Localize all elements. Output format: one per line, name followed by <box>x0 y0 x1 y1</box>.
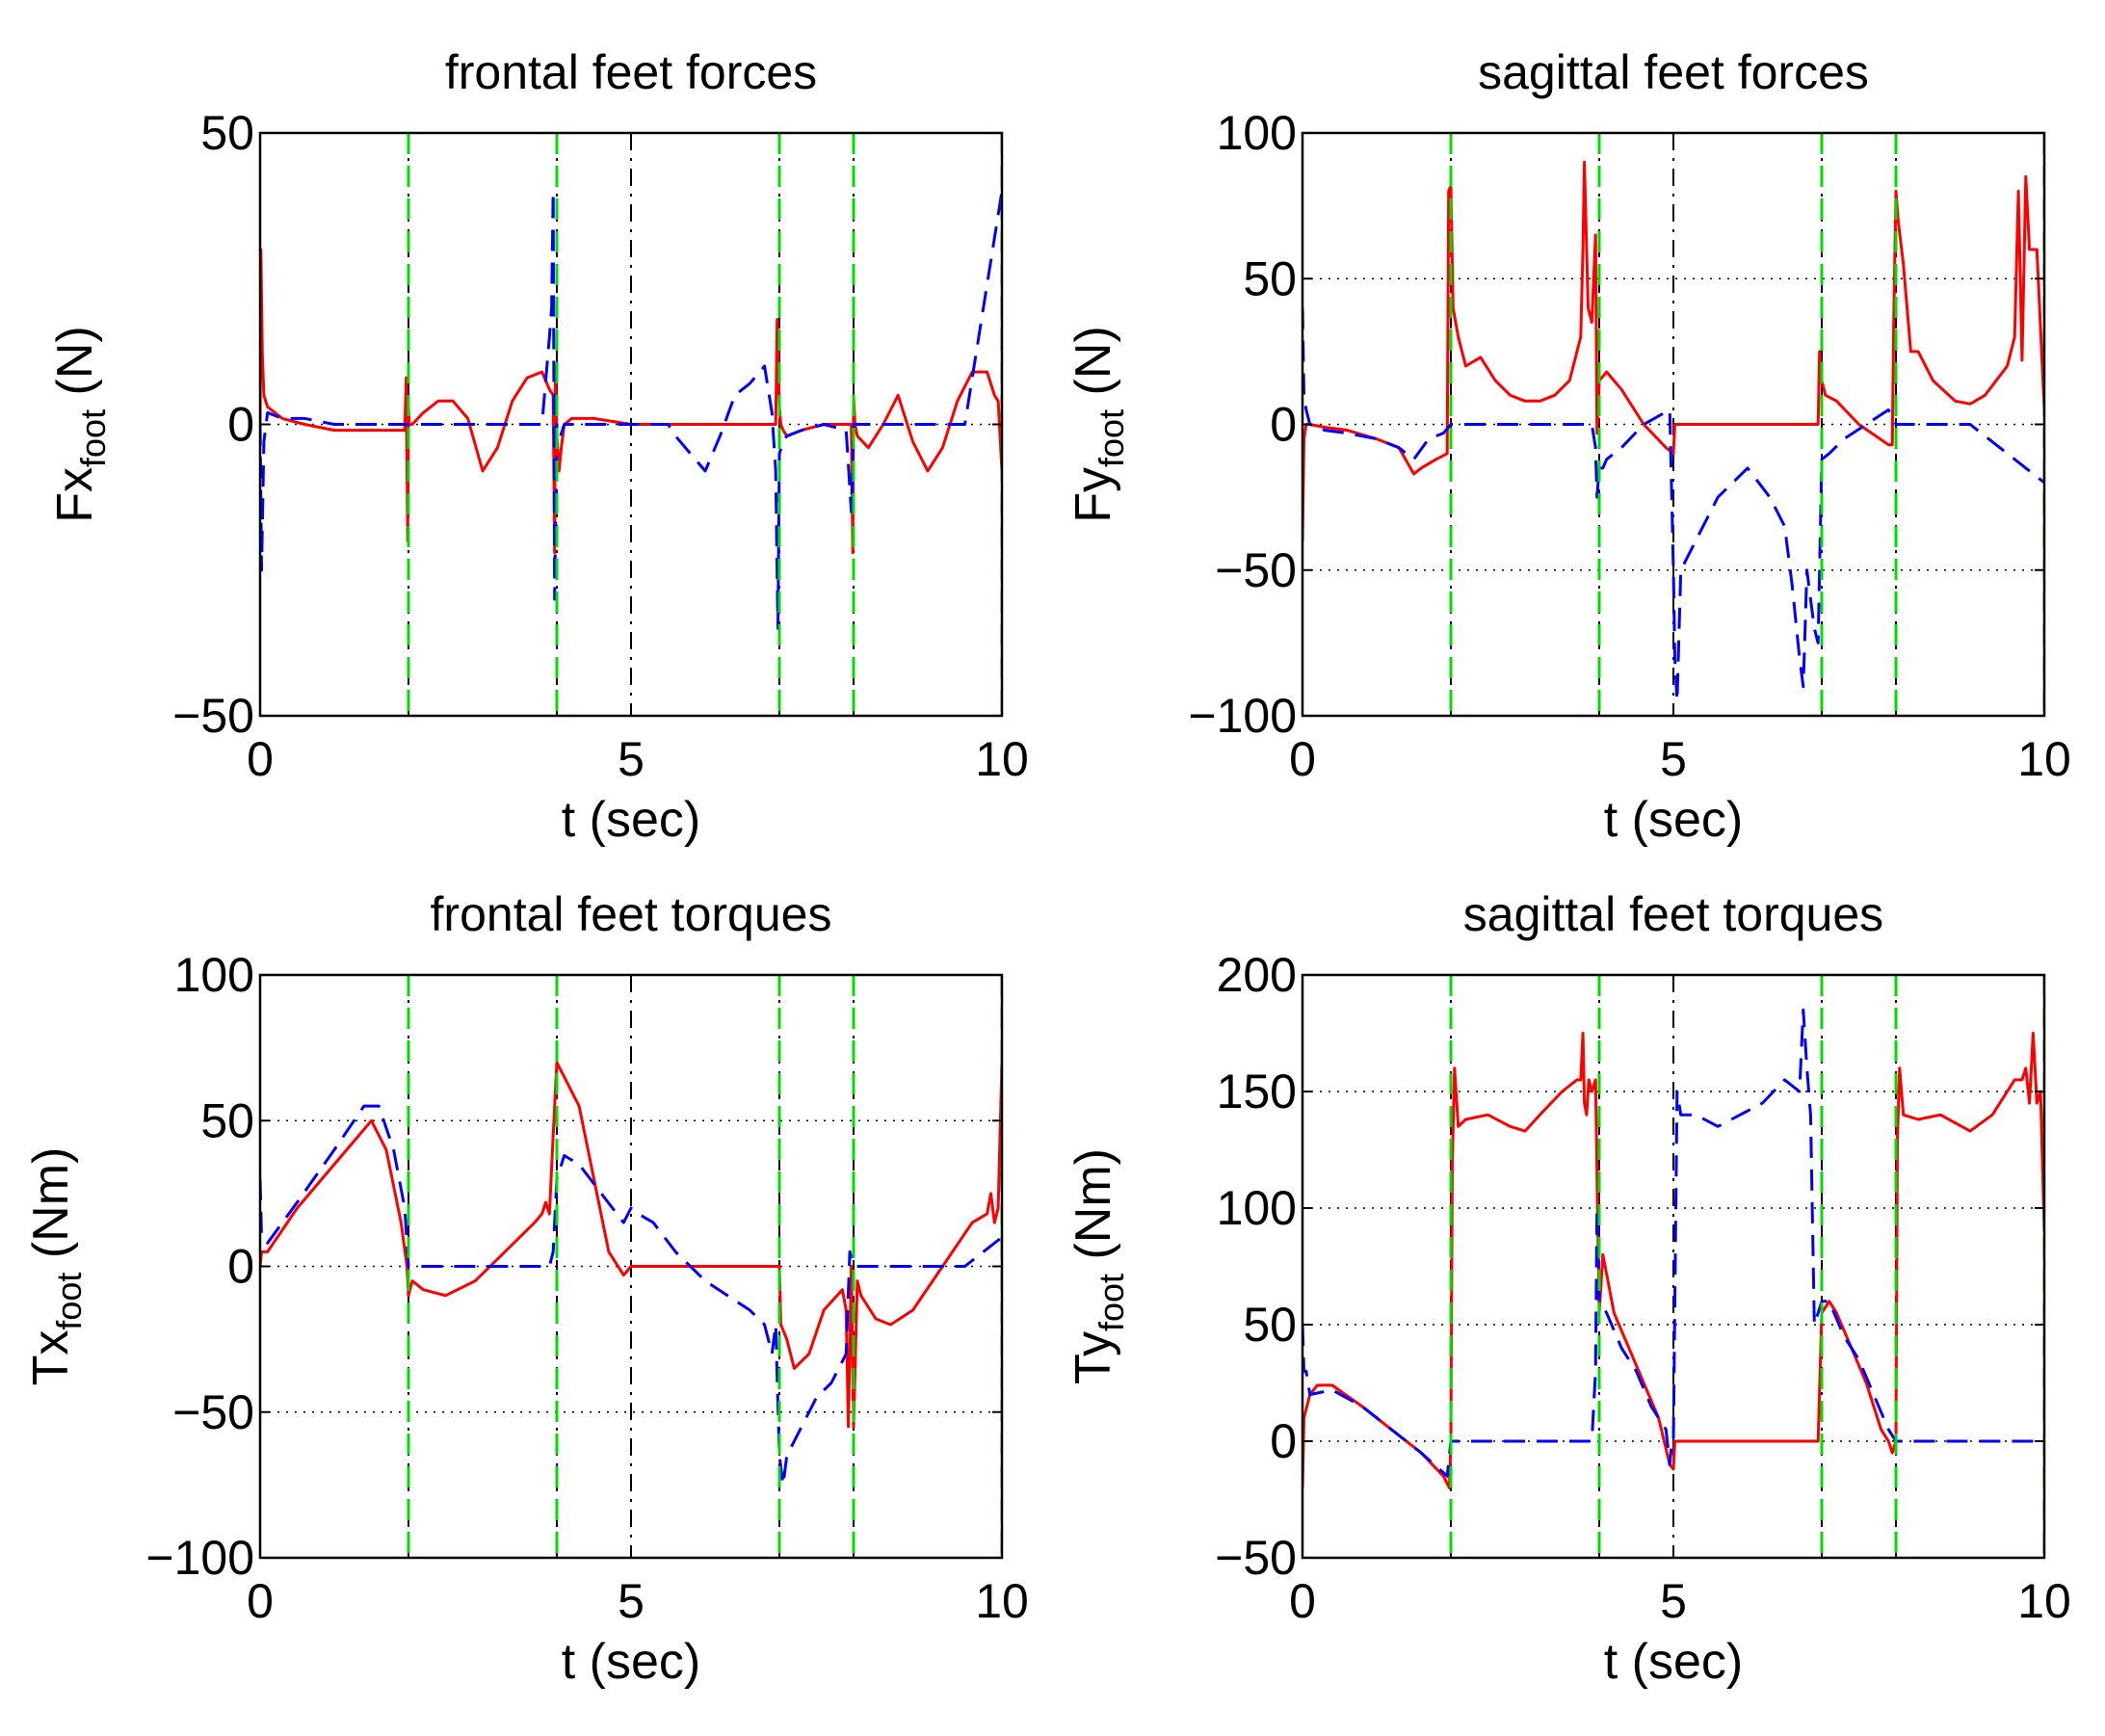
series-line-blue <box>260 190 1002 630</box>
series-line-blue <box>260 1104 1002 1486</box>
x-tick-label: 0 <box>247 732 274 786</box>
x-tick-label: 5 <box>618 732 645 786</box>
y-tick-label: 50 <box>200 106 254 160</box>
series-line-red <box>1302 160 2044 541</box>
x-tick-label: 5 <box>1660 1574 1687 1628</box>
x-tick-label: 0 <box>1289 732 1316 786</box>
chart-title: frontal feet torques <box>431 887 832 941</box>
y-tick-label: −50 <box>1215 1531 1297 1585</box>
y-tick-label: −50 <box>172 1385 254 1439</box>
x-axis-label: t (sec) <box>562 792 700 848</box>
y-axis-label-unit: (Nm) <box>1066 1148 1121 1274</box>
y-axis-label-subscript: foot <box>1092 1274 1131 1331</box>
y-tick-label: 0 <box>1270 1414 1297 1468</box>
series-line-blue <box>1302 1008 2044 1478</box>
y-axis-label: Fyfoot (N) <box>1066 326 1131 522</box>
y-axis-label-subscript: foot <box>1092 409 1131 467</box>
y-axis-label-subscript: foot <box>73 409 113 467</box>
y-axis-label-unit: (Nm) <box>23 1147 79 1273</box>
x-tick-label: 5 <box>618 1574 645 1628</box>
y-axis-label-unit: (N) <box>47 326 103 409</box>
chart-title: frontal feet forces <box>445 45 817 99</box>
y-axis-label-subscript: foot <box>49 1273 89 1330</box>
y-tick-label: 50 <box>1243 251 1297 305</box>
chart-title: sagittal feet torques <box>1463 887 1883 941</box>
y-tick-label: 100 <box>174 948 254 1002</box>
y-axis-label-unit: (N) <box>1066 326 1121 409</box>
y-tick-label: 0 <box>227 1240 254 1294</box>
x-axis-label: t (sec) <box>1604 792 1743 848</box>
y-axis-label-main: Tx <box>23 1330 79 1386</box>
y-axis-label-main: Fy <box>1066 467 1121 523</box>
plot-area <box>1302 975 2044 1558</box>
x-tick-label: 10 <box>2017 732 2071 786</box>
y-tick-label: −50 <box>1215 543 1297 597</box>
x-tick-label: 10 <box>2017 1574 2071 1628</box>
y-tick-label: 0 <box>227 398 254 452</box>
x-axis-label: t (sec) <box>1604 1634 1743 1690</box>
plot-area <box>260 133 1002 716</box>
chart-panel-frontal-torques: 0 5 10 −100 −50 0 50 100 frontal feet torques t (… <box>23 887 1029 1690</box>
y-tick-label: 0 <box>1270 398 1297 452</box>
y-axis-label-main: Fx <box>47 467 103 523</box>
y-tick-label: −100 <box>145 1531 254 1585</box>
x-tick-label: 0 <box>1289 1574 1316 1628</box>
y-axis-label-main: Ty <box>1066 1331 1121 1384</box>
chart-panel-sagittal-forces: 0 5 10 −100 −50 0 50 100 sagittal feet forces t (… <box>1066 45 2071 848</box>
chart-title: sagittal feet forces <box>1478 45 1869 99</box>
y-tick-label: 100 <box>1217 106 1297 160</box>
x-tick-label: 10 <box>975 732 1029 786</box>
y-tick-label: −100 <box>1188 689 1297 743</box>
x-tick-label: 5 <box>1660 732 1687 786</box>
y-tick-label: 50 <box>200 1093 254 1147</box>
series-line-blue <box>1302 307 2044 703</box>
y-axis-label: Txfoot (Nm) <box>23 1147 89 1386</box>
x-tick-label: 0 <box>247 1574 274 1628</box>
y-tick-label: 150 <box>1217 1065 1297 1118</box>
series-line-red <box>260 248 1002 555</box>
y-axis-label: Fxfoot (N) <box>47 326 113 522</box>
x-axis-label: t (sec) <box>562 1634 700 1690</box>
y-tick-label: 50 <box>1243 1298 1297 1352</box>
x-tick-label: 10 <box>975 1574 1029 1628</box>
y-tick-label: 200 <box>1217 948 1297 1002</box>
plot-area <box>260 975 1002 1558</box>
y-tick-label: 100 <box>1217 1181 1297 1235</box>
y-tick-label: −50 <box>172 689 254 743</box>
y-axis-label: Tyfoot (Nm) <box>1066 1148 1131 1384</box>
plot-area <box>1302 133 2044 716</box>
